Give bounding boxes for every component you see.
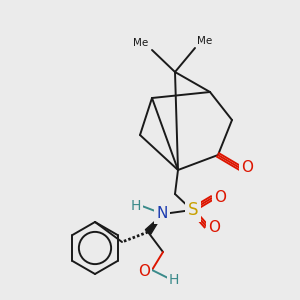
Text: H: H [169, 273, 179, 287]
Polygon shape [145, 214, 163, 234]
Text: O: O [241, 160, 253, 175]
Text: S: S [188, 201, 198, 219]
Text: Me: Me [197, 36, 212, 46]
Text: O: O [208, 220, 220, 235]
Text: O: O [138, 263, 150, 278]
Text: O: O [214, 190, 226, 205]
Text: H: H [131, 199, 141, 213]
Text: Me: Me [133, 38, 148, 48]
Text: N: N [156, 206, 168, 221]
